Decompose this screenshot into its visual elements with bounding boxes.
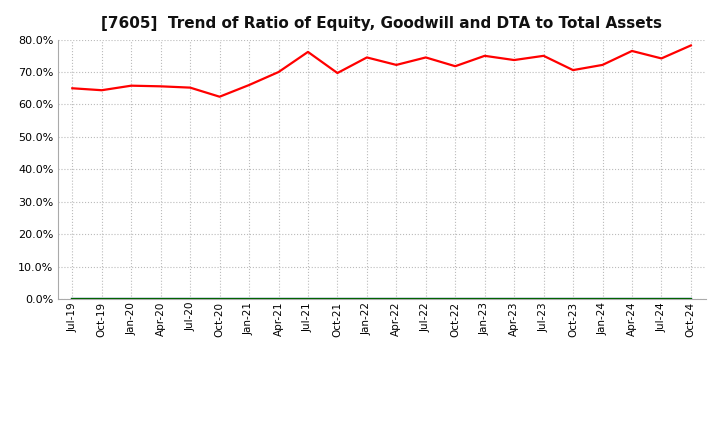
Deferred Tax Assets (628, 297, 636, 302)
Equity (392, 62, 400, 68)
Title: [7605]  Trend of Ratio of Equity, Goodwill and DTA to Total Assets: [7605] Trend of Ratio of Equity, Goodwil… (101, 16, 662, 32)
Equity (598, 62, 607, 68)
Goodwill (421, 297, 430, 302)
Deferred Tax Assets (156, 297, 165, 302)
Goodwill (186, 297, 194, 302)
Equity (363, 55, 372, 60)
Goodwill (539, 297, 548, 302)
Equity (186, 85, 194, 90)
Deferred Tax Assets (215, 297, 224, 302)
Deferred Tax Assets (304, 297, 312, 302)
Deferred Tax Assets (687, 297, 696, 302)
Deferred Tax Assets (97, 297, 106, 302)
Goodwill (510, 297, 518, 302)
Deferred Tax Assets (186, 297, 194, 302)
Line: Equity: Equity (72, 45, 691, 97)
Deferred Tax Assets (598, 297, 607, 302)
Goodwill (657, 297, 666, 302)
Equity (156, 84, 165, 89)
Goodwill (598, 297, 607, 302)
Equity (68, 86, 76, 91)
Goodwill (156, 297, 165, 302)
Deferred Tax Assets (421, 297, 430, 302)
Deferred Tax Assets (569, 297, 577, 302)
Deferred Tax Assets (451, 297, 459, 302)
Deferred Tax Assets (274, 297, 283, 302)
Equity (480, 53, 489, 59)
Deferred Tax Assets (245, 297, 253, 302)
Goodwill (274, 297, 283, 302)
Equity (510, 57, 518, 62)
Equity (304, 49, 312, 55)
Equity (333, 70, 342, 76)
Equity (421, 55, 430, 60)
Goodwill (687, 297, 696, 302)
Goodwill (628, 297, 636, 302)
Equity (245, 82, 253, 88)
Deferred Tax Assets (539, 297, 548, 302)
Goodwill (127, 297, 135, 302)
Deferred Tax Assets (510, 297, 518, 302)
Goodwill (451, 297, 459, 302)
Deferred Tax Assets (392, 297, 400, 302)
Equity (687, 43, 696, 48)
Goodwill (215, 297, 224, 302)
Goodwill (392, 297, 400, 302)
Goodwill (68, 297, 76, 302)
Deferred Tax Assets (68, 297, 76, 302)
Equity (657, 56, 666, 61)
Deferred Tax Assets (363, 297, 372, 302)
Deferred Tax Assets (127, 297, 135, 302)
Equity (274, 70, 283, 75)
Equity (628, 48, 636, 54)
Equity (451, 63, 459, 69)
Goodwill (363, 297, 372, 302)
Deferred Tax Assets (657, 297, 666, 302)
Deferred Tax Assets (333, 297, 342, 302)
Equity (569, 67, 577, 73)
Equity (97, 88, 106, 93)
Equity (127, 83, 135, 88)
Equity (539, 53, 548, 59)
Goodwill (245, 297, 253, 302)
Goodwill (304, 297, 312, 302)
Goodwill (97, 297, 106, 302)
Goodwill (333, 297, 342, 302)
Goodwill (569, 297, 577, 302)
Goodwill (480, 297, 489, 302)
Deferred Tax Assets (480, 297, 489, 302)
Equity (215, 94, 224, 99)
